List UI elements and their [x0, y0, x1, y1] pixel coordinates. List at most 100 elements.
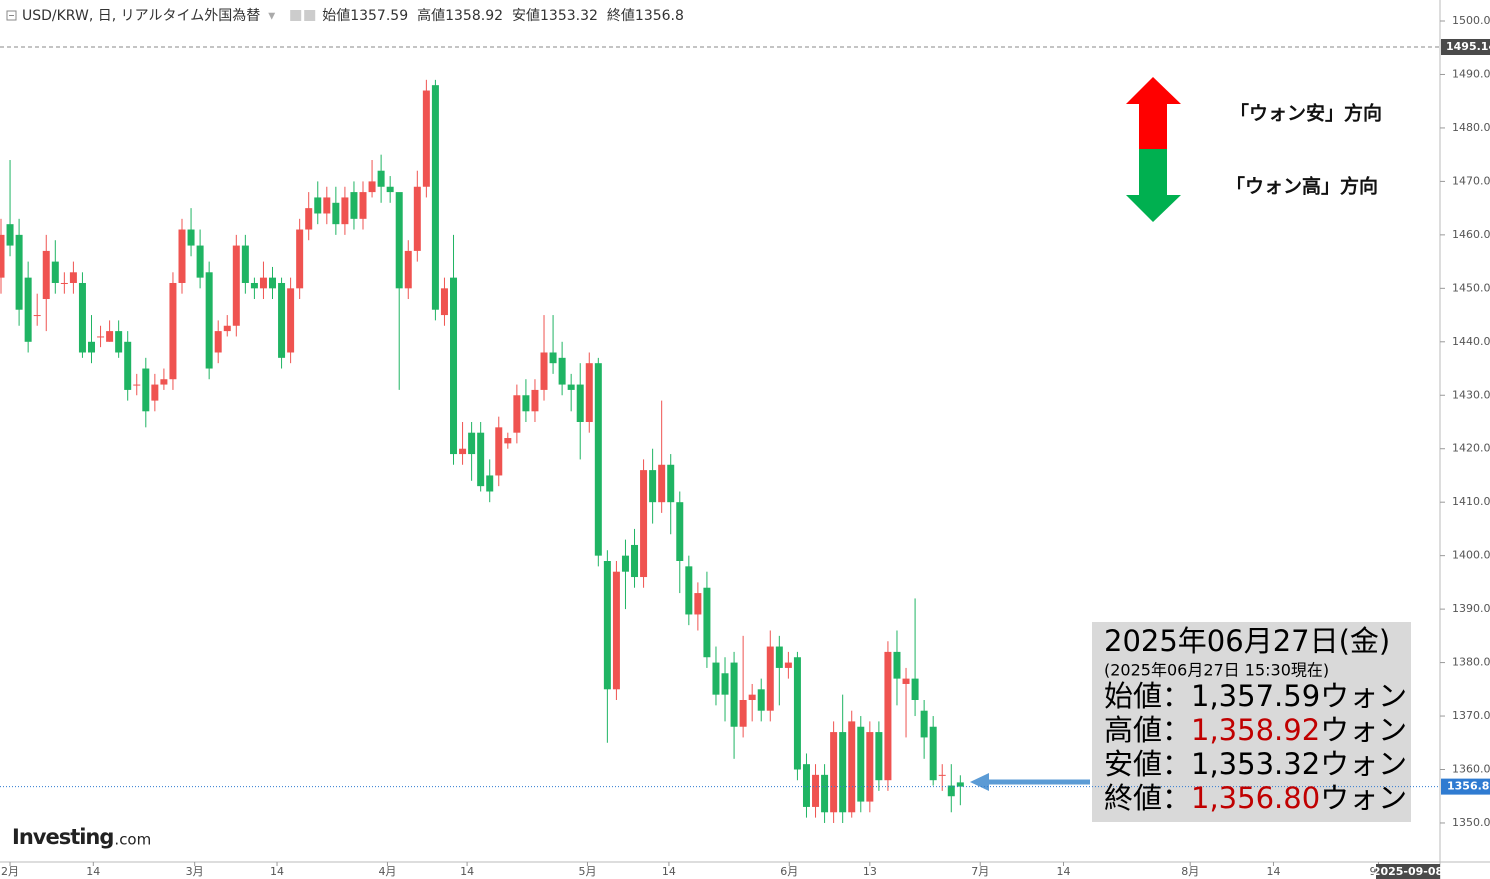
- candle-body: [97, 336, 105, 338]
- y-tick-label: 1500.00: [1452, 14, 1490, 27]
- candle-body: [531, 389, 539, 412]
- candle-body: [929, 726, 937, 781]
- y-tick-label: 1410.00: [1452, 495, 1490, 508]
- y-tick-label: 1350.00: [1452, 816, 1490, 829]
- candle-body: [78, 282, 86, 353]
- candle-body: [386, 186, 394, 193]
- candles: [0, 79, 964, 823]
- x-tick-label: 7月: [971, 865, 989, 878]
- candle-body: [332, 202, 340, 225]
- candle-body: [296, 229, 304, 289]
- y-tick-label: 1480.00: [1452, 121, 1490, 134]
- candle-body: [576, 384, 584, 422]
- candle-body: [649, 470, 657, 503]
- header-value: 1353.32: [540, 8, 598, 24]
- info-label: 始値：: [1104, 679, 1191, 713]
- x-tick-label: 14: [86, 865, 100, 878]
- candle-body: [15, 234, 23, 310]
- candle-body: [341, 197, 349, 225]
- candle-body: [567, 384, 575, 390]
- candle-body: [857, 726, 865, 802]
- annotation: 「ウォン安」方向: [1230, 102, 1382, 125]
- candle-body: [712, 662, 720, 695]
- candle-body: [812, 774, 820, 807]
- candle-body: [612, 571, 620, 690]
- info-date: 2025年06月27日(金): [1104, 624, 1390, 658]
- candle-body: [875, 732, 883, 781]
- candle-body: [920, 710, 928, 738]
- candle-body: [115, 331, 123, 353]
- candle-body: [323, 197, 331, 214]
- candle-body: [232, 245, 240, 326]
- candle-body: [522, 395, 530, 412]
- candle-body: [956, 782, 964, 787]
- info-label: 終値：: [1104, 781, 1191, 815]
- x-tick-label: 2月: [1, 865, 19, 878]
- info-unit: ウォン: [1320, 713, 1407, 747]
- candle-body: [450, 277, 458, 455]
- candle-body: [6, 224, 14, 246]
- candle-body: [748, 694, 756, 701]
- candle-body: [513, 395, 521, 433]
- candle-body: [585, 363, 593, 422]
- reference-label-bg: [1441, 38, 1490, 55]
- candle-body: [839, 732, 847, 813]
- candle-body: [676, 502, 684, 561]
- last-price-bg: [1441, 778, 1490, 795]
- candle-body: [721, 673, 729, 695]
- y-tick-label: 1400.00: [1452, 549, 1490, 562]
- candle-body: [540, 352, 548, 390]
- info-box-bg: [1092, 622, 1411, 822]
- candle-body: [0, 234, 5, 278]
- candle-body: [223, 325, 231, 332]
- candle-body: [603, 560, 611, 690]
- candle-body: [893, 651, 901, 679]
- candle-body: [884, 651, 892, 781]
- candle-body: [395, 192, 403, 289]
- candle-body: [468, 432, 476, 455]
- candle-body: [51, 261, 59, 283]
- info-label: 高値：: [1104, 713, 1191, 747]
- candle-body: [739, 700, 747, 727]
- header-label: 終値: [607, 8, 635, 24]
- candle-body: [504, 438, 512, 444]
- candle-body: [549, 352, 557, 364]
- candle-body: [938, 774, 946, 776]
- header-label: 始値: [322, 8, 350, 24]
- y-tick-label: 1460.00: [1452, 228, 1490, 241]
- candle-body: [124, 341, 132, 390]
- info-value: 1,357.59: [1191, 679, 1320, 713]
- x-tick-label: 4月: [378, 865, 396, 878]
- header-value: 1358.92: [445, 8, 503, 24]
- x-tick-label: 13: [863, 865, 877, 878]
- candle-body: [350, 192, 358, 219]
- candle-body: [477, 432, 485, 487]
- candle-body: [775, 646, 783, 668]
- y-tick-label: 1360.00: [1452, 763, 1490, 776]
- header-label: 安値: [512, 8, 540, 24]
- x-tick-label: 8月: [1181, 865, 1199, 878]
- candle-body: [205, 272, 213, 369]
- candle-body: [911, 678, 919, 701]
- candle-body: [278, 282, 286, 358]
- candle-body: [42, 250, 50, 300]
- settings-icon[interactable]: [304, 10, 316, 21]
- candle-body: [142, 368, 150, 412]
- candle-body: [486, 475, 494, 492]
- candle-body: [902, 678, 910, 684]
- y-tick-label: 1430.00: [1452, 388, 1490, 401]
- candle-body: [359, 192, 367, 219]
- y-tick-label: 1370.00: [1452, 709, 1490, 722]
- collapse-icon[interactable]: [6, 10, 17, 21]
- candle-body: [241, 245, 249, 283]
- candle-body: [757, 689, 765, 711]
- header-value: 1357.59: [350, 8, 408, 24]
- candle-body: [621, 555, 629, 572]
- candle-body: [802, 764, 810, 807]
- candle-body: [830, 732, 838, 813]
- settings-icon[interactable]: [290, 10, 302, 21]
- dropdown-icon: ▼: [268, 12, 275, 22]
- candle-body: [187, 229, 195, 246]
